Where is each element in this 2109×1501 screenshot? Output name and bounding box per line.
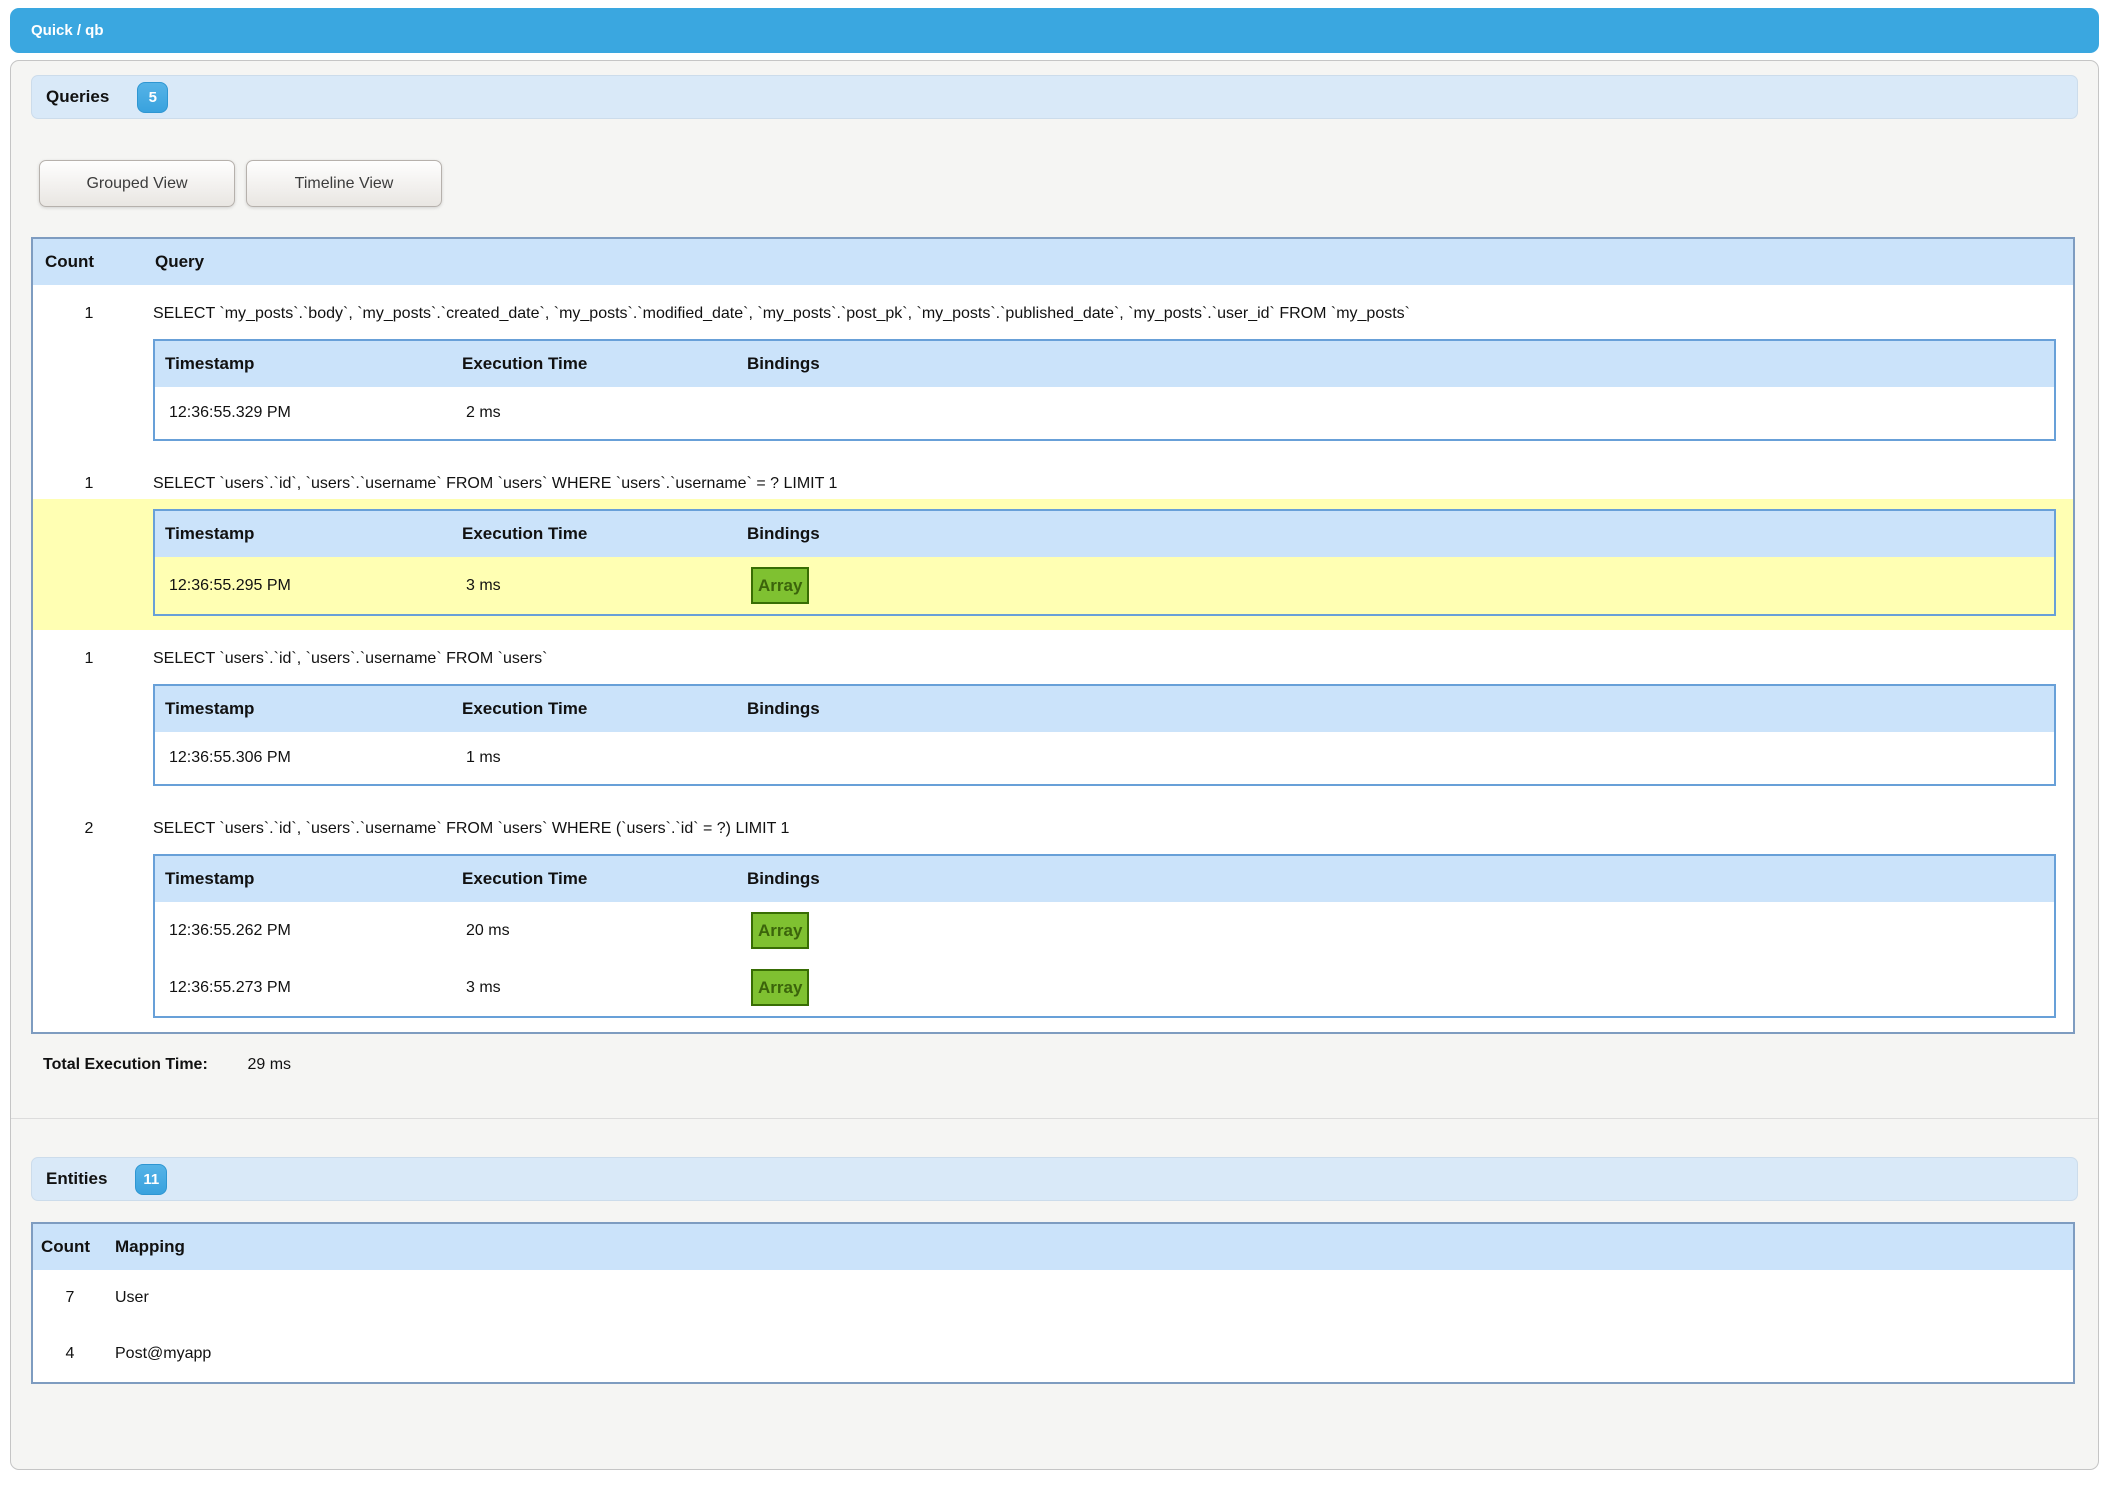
query-executions-spacer xyxy=(32,844,145,1033)
query-count: 2 xyxy=(84,820,94,837)
execution-bindings-cell xyxy=(737,387,2055,440)
bindings-column-header: Bindings xyxy=(737,340,2055,387)
timeline-view-button[interactable]: Timeline View xyxy=(246,160,442,207)
grouped-view-button[interactable]: Grouped View xyxy=(39,160,235,207)
executions-table: Timestamp Execution Time Bindings 12:36:… xyxy=(153,854,2056,1018)
executions-header-row: Timestamp Execution Time Bindings xyxy=(154,340,2055,387)
app-title: Quick / qb xyxy=(31,22,104,39)
execution-row: 12:36:55.273 PM 3 ms Array xyxy=(154,959,2055,1017)
queries-table-header-row: Count Query xyxy=(32,238,2074,285)
execution-bindings-cell: Array xyxy=(737,557,2055,615)
entity-mapping: User xyxy=(115,1289,149,1306)
queries-count-column-header: Count xyxy=(32,238,145,285)
queries-table: Count Query 1 SELECT `my_posts`.`body`, … xyxy=(31,237,2075,1034)
section-divider xyxy=(11,1118,2098,1119)
executions-header-row: Timestamp Execution Time Bindings xyxy=(154,685,2055,732)
queries-query-column-header: Query xyxy=(145,238,2074,285)
query-sql: SELECT `users`.`id`, `users`.`username` … xyxy=(153,475,838,492)
query-row: 1 SELECT `my_posts`.`body`, `my_posts`.`… xyxy=(32,285,2074,329)
execution-bindings-cell: Array xyxy=(737,959,2055,1017)
executions-table: Timestamp Execution Time Bindings 12:36:… xyxy=(153,509,2056,616)
query-count: 1 xyxy=(84,475,94,492)
entity-count: 4 xyxy=(65,1345,75,1362)
queries-count-badge: 5 xyxy=(137,81,169,113)
execution-row: 12:36:55.262 PM 20 ms Array xyxy=(154,902,2055,959)
bindings-column-header: Bindings xyxy=(737,855,2055,902)
debugger-panel: Queries 5 Grouped View Timeline View Cou… xyxy=(10,60,2099,1470)
query-executions-spacer xyxy=(32,674,145,800)
view-toggle-row: Grouped View Timeline View xyxy=(39,160,2078,207)
total-execution-time-label: Total Execution Time: xyxy=(43,1056,208,1073)
execution-time-column-header: Execution Time xyxy=(452,855,737,902)
executions-header-row: Timestamp Execution Time Bindings xyxy=(154,510,2055,557)
execution-time: 1 ms xyxy=(466,749,501,766)
execution-time: 2 ms xyxy=(466,404,501,421)
query-executions-spacer xyxy=(32,499,145,630)
execution-time: 20 ms xyxy=(466,921,510,939)
execution-time-column-header: Execution Time xyxy=(452,340,737,387)
query-count: 1 xyxy=(84,650,94,667)
execution-time: 3 ms xyxy=(466,978,501,996)
execution-timestamp: 12:36:55.262 PM xyxy=(169,921,291,939)
bindings-column-header: Bindings xyxy=(737,510,2055,557)
execution-time: 3 ms xyxy=(466,576,501,594)
query-executions-row: Timestamp Execution Time Bindings 12:36:… xyxy=(32,499,2074,630)
execution-timestamp: 12:36:55.295 PM xyxy=(169,576,291,594)
timestamp-column-header: Timestamp xyxy=(154,340,452,387)
execution-bindings-cell xyxy=(737,732,2055,785)
execution-time-column-header: Execution Time xyxy=(452,510,737,557)
entity-count: 7 xyxy=(65,1289,75,1306)
bindings-array-button[interactable]: Array xyxy=(751,567,810,604)
query-executions-row: Timestamp Execution Time Bindings 12:36:… xyxy=(32,844,2074,1033)
query-sql: SELECT `users`.`id`, `users`.`username` … xyxy=(153,820,790,837)
query-executions-cell: Timestamp Execution Time Bindings 12:36:… xyxy=(145,844,2074,1033)
entities-count-badge: 11 xyxy=(135,1163,168,1195)
queries-section-title: Queries xyxy=(46,87,110,106)
timestamp-column-header: Timestamp xyxy=(154,685,452,732)
execution-row: 12:36:55.295 PM 3 ms Array xyxy=(154,557,2055,615)
query-executions-row: Timestamp Execution Time Bindings 12:36:… xyxy=(32,329,2074,455)
query-executions-cell: Timestamp Execution Time Bindings 12:36:… xyxy=(145,329,2074,455)
total-execution-time-value: 29 ms xyxy=(247,1056,292,1073)
executions-header-row: Timestamp Execution Time Bindings xyxy=(154,855,2055,902)
execution-timestamp: 12:36:55.273 PM xyxy=(169,978,291,996)
execution-row: 12:36:55.306 PM 1 ms xyxy=(154,732,2055,785)
entities-section-title: Entities xyxy=(46,1169,108,1188)
query-row: 1 SELECT `users`.`id`, `users`.`username… xyxy=(32,630,2074,674)
entity-row: 7 User xyxy=(32,1270,2074,1326)
query-executions-spacer xyxy=(32,329,145,455)
entities-mapping-column-header: Mapping xyxy=(107,1223,2074,1270)
query-executions-row: Timestamp Execution Time Bindings 12:36:… xyxy=(32,674,2074,800)
bindings-array-button[interactable]: Array xyxy=(751,912,810,949)
query-count: 1 xyxy=(84,305,94,322)
bindings-array-button[interactable]: Array xyxy=(751,969,810,1006)
execution-timestamp: 12:36:55.306 PM xyxy=(169,749,291,766)
query-row: 1 SELECT `users`.`id`, `users`.`username… xyxy=(32,455,2074,499)
query-sql: SELECT `users`.`id`, `users`.`username` … xyxy=(153,650,548,667)
timestamp-column-header: Timestamp xyxy=(154,510,452,557)
execution-row: 12:36:55.329 PM 2 ms xyxy=(154,387,2055,440)
entities-table-header-row: Count Mapping xyxy=(32,1223,2074,1270)
executions-table: Timestamp Execution Time Bindings 12:36:… xyxy=(153,339,2056,441)
query-executions-cell: Timestamp Execution Time Bindings 12:36:… xyxy=(145,674,2074,800)
query-row: 2 SELECT `users`.`id`, `users`.`username… xyxy=(32,800,2074,844)
execution-time-column-header: Execution Time xyxy=(452,685,737,732)
queries-section-header[interactable]: Queries 5 xyxy=(31,75,2078,119)
execution-bindings-cell: Array xyxy=(737,902,2055,959)
executions-table: Timestamp Execution Time Bindings 12:36:… xyxy=(153,684,2056,786)
total-execution-time-row: Total Execution Time: 29 ms xyxy=(43,1056,2078,1074)
entity-mapping: Post@myapp xyxy=(115,1345,212,1362)
entity-row: 4 Post@myapp xyxy=(32,1326,2074,1383)
entities-count-column-header: Count xyxy=(32,1223,107,1270)
entities-table: Count Mapping 7 User 4 Post@myapp xyxy=(31,1222,2075,1384)
entities-section-header[interactable]: Entities 11 xyxy=(31,1157,2078,1201)
bindings-column-header: Bindings xyxy=(737,685,2055,732)
query-executions-cell: Timestamp Execution Time Bindings 12:36:… xyxy=(145,499,2074,630)
app-titlebar[interactable]: Quick / qb xyxy=(10,8,2099,53)
query-sql: SELECT `my_posts`.`body`, `my_posts`.`cr… xyxy=(153,305,1410,322)
execution-timestamp: 12:36:55.329 PM xyxy=(169,404,291,421)
timestamp-column-header: Timestamp xyxy=(154,855,452,902)
